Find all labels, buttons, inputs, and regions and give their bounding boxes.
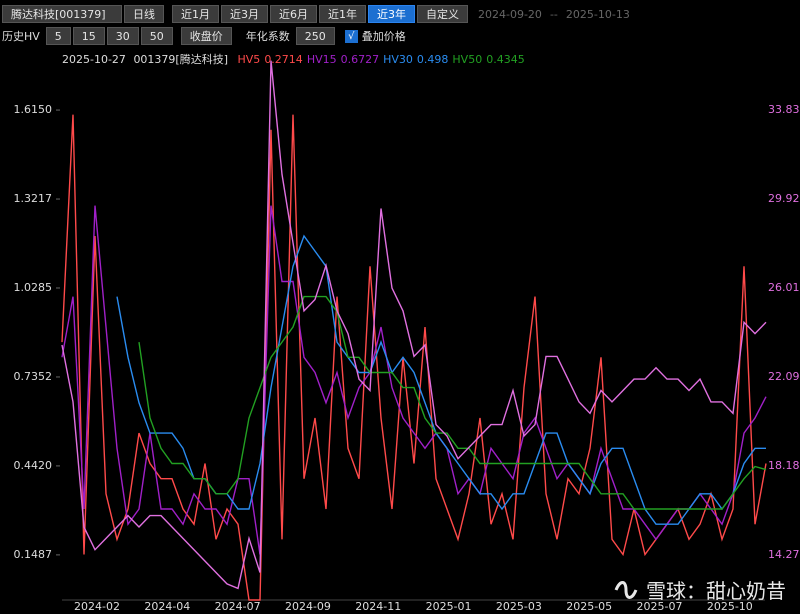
y2-tick-label: 14.27 (768, 548, 800, 561)
period-button[interactable]: 日线 (124, 5, 164, 23)
y-tick-label: 0.4420 (14, 459, 53, 472)
x-tick-label: 2024-11 (355, 600, 401, 613)
hv-button[interactable]: 5 (45, 27, 71, 45)
hv-button[interactable]: 50 (140, 27, 173, 45)
hv-line (61, 205, 767, 555)
hv-button[interactable]: 15 (72, 27, 105, 45)
y-tick-label: 0.1487 (14, 548, 53, 561)
annual-label: 年化系数 (245, 30, 290, 43)
stock-button[interactable]: 腾达科技[001379] (2, 5, 122, 23)
price-button[interactable]: 收盘价 (180, 27, 232, 45)
legend-value: 0.2714 (264, 53, 303, 66)
legend-value: 0.4345 (486, 53, 525, 66)
hv-label: 历史HV (2, 30, 40, 43)
y2-tick-label: 33.83 (768, 103, 800, 116)
range-button[interactable]: 近1年 (319, 5, 366, 23)
hv-line (61, 60, 767, 590)
date-sep: -- (549, 7, 558, 21)
x-tick-label: 2024-04 (144, 600, 190, 613)
y2-tick-label: 22.09 (768, 370, 800, 383)
legend-value: 0.498 (416, 53, 449, 66)
y-tick-label: 1.0285 (14, 281, 53, 294)
x-tick-label: 2024-02 (74, 600, 120, 613)
x-tick-label: 2024-07 (215, 600, 261, 613)
date-to: 2025-10-13 (565, 7, 630, 21)
x-tick-label: 2025-01 (426, 600, 472, 613)
range-button[interactable]: 近6月 (270, 5, 317, 23)
watermark: 雪球：甜心奶昔 (612, 575, 786, 604)
legend-name: HV5 (237, 53, 261, 66)
x-tick-label: 2025-07 (637, 600, 683, 613)
overlay-checkbox[interactable]: √ (344, 29, 358, 43)
date-from: 2024-09-20 (478, 7, 542, 21)
annual-input[interactable]: 250 (295, 27, 335, 45)
legend-name: HV15 (306, 53, 337, 66)
options: 历史HV 5 15 30 50 收盘价 年化系数 250 √ 叠加价格 (2, 27, 406, 45)
hv-line (116, 234, 766, 525)
y2-tick-label: 26.01 (768, 281, 800, 294)
logo (614, 580, 638, 599)
range-button[interactable]: 近3年 (368, 5, 415, 23)
x-tick-label: 2025-03 (496, 600, 542, 613)
legend-name: HV50 (452, 53, 483, 66)
watermark-text: 雪球：甜心奶昔 (646, 579, 786, 603)
x-tick-label: 2025-05 (566, 600, 612, 613)
hv-button[interactable]: 30 (106, 27, 139, 45)
y2-tick-label: 29.92 (768, 192, 800, 205)
y-tick-label: 0.7352 (14, 370, 53, 383)
y2-tick-label: 18.18 (768, 459, 800, 472)
toolbar: 腾达科技[001379] 日线 近1月 近3月 近6月 近1年 近3年 自定义 2024-… (2, 5, 630, 23)
hv-line (61, 114, 767, 601)
legend-name: HV30 (383, 53, 413, 66)
legend-value: 0.6727 (340, 53, 380, 66)
y-tick-label: 1.6150 (14, 103, 53, 116)
hv-line (138, 295, 767, 510)
range-button[interactable]: 近3月 (221, 5, 268, 23)
date: 2025-10-27 (62, 53, 126, 66)
range-button[interactable]: 自定义 (417, 5, 468, 23)
y-tick-label: 1.3217 (14, 192, 53, 205)
legend: 2025-10-27 001379[腾达科技] HV5 0.2714 HV15 0.6… (62, 51, 529, 67)
overlay-label: 叠加价格 (361, 30, 406, 43)
range-button[interactable]: 近1月 (172, 5, 219, 23)
stock: 001379[腾达科技] (133, 53, 229, 66)
x-tick-label: 2025-10 (707, 600, 753, 613)
x-tick-label: 2024-09 (285, 600, 331, 613)
